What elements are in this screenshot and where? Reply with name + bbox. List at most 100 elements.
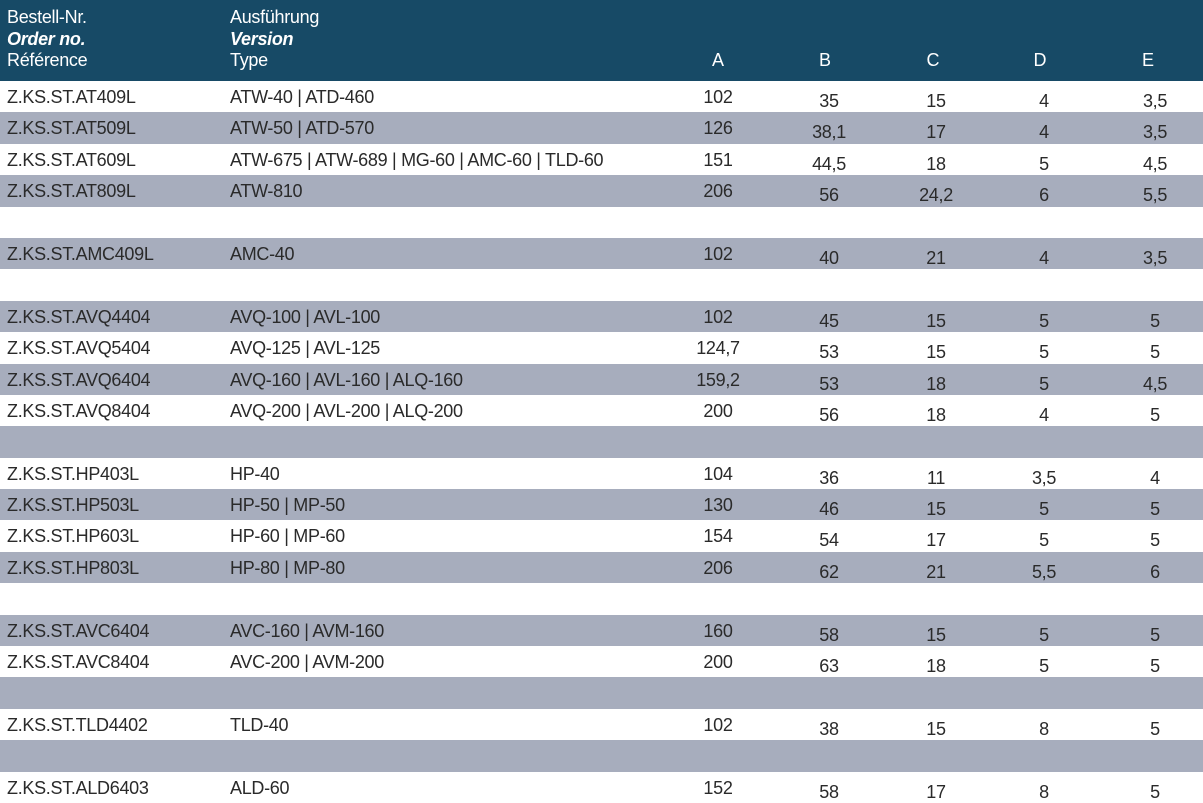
col-a-cell: 102	[703, 306, 733, 327]
spacer-row	[0, 207, 1203, 238]
version-cell: AMC-40	[230, 243, 295, 264]
col-d-cell: 5	[1039, 499, 1049, 520]
col-e-cell: 5	[1150, 342, 1160, 363]
col-d-cell: 4	[1039, 122, 1049, 143]
table-row: Z.KS.ST.AT409L ATW-40 | ATD-460 102 35 15 4 3,…	[0, 81, 1203, 112]
col-b-cell: 36	[819, 467, 839, 488]
col-c-cell: 15	[926, 499, 946, 520]
order-number-cell: Z.KS.ST.AT609L	[7, 149, 136, 170]
col-e-cell: 5	[1150, 310, 1160, 331]
order-number-cell: Z.KS.ST.HP503L	[7, 495, 139, 516]
table-row: Z.KS.ST.AVQ8404 AVQ-200 | AVL-200 | ALQ-2…	[0, 395, 1203, 426]
col-e-cell: 5	[1150, 530, 1160, 551]
col-e-cell: 5	[1150, 781, 1160, 802]
col-e-cell: 5	[1150, 718, 1160, 739]
col-d-cell: 5	[1039, 373, 1049, 394]
col-a-cell: 206	[703, 557, 733, 578]
col-e-cell: 4	[1150, 467, 1160, 488]
order-number-cell: Z.KS.ST.AVQ6404	[7, 369, 151, 390]
col-a-cell: 102	[703, 87, 733, 107]
order-number-cell: Z.KS.ST.AT509L	[7, 118, 136, 139]
col-e-cell: 4,5	[1142, 373, 1168, 394]
col-c-cell: 18	[926, 373, 946, 394]
col-a-cell: 124,7	[696, 338, 740, 359]
col-e-cell: 3,5	[1142, 91, 1168, 111]
header-version-fr: Type	[230, 50, 268, 70]
col-c-cell: 15	[926, 624, 946, 645]
col-c-cell: 17	[926, 122, 946, 143]
version-cell: HP-40	[230, 463, 280, 484]
table-row: Z.KS.ST.AVC8404 AVC-200 | AVM-200 200 63 18 5…	[0, 646, 1203, 677]
col-a-cell: 102	[703, 243, 733, 264]
col-c-cell: 17	[926, 530, 946, 551]
col-a-cell: 206	[703, 181, 733, 202]
header-order-number: Bestell-Nr. Order no. Référence	[7, 7, 88, 72]
col-a-cell: 200	[703, 652, 733, 673]
header-order-en: Order no.	[7, 28, 86, 49]
table-row: Z.KS.ST.TLD4402 TLD-40 102 38 15 8 5	[0, 709, 1203, 740]
order-number-cell: Z.KS.ST.ALD6403	[7, 777, 149, 798]
spacer-row	[0, 426, 1203, 458]
table-body: Z.KS.ST.AT409L ATW-40 | ATD-460 102 35 15 4 3,…	[0, 81, 1203, 803]
col-c-cell: 15	[926, 342, 946, 363]
order-number-cell: Z.KS.ST.AVC6404	[7, 620, 150, 641]
col-b-cell: 58	[819, 781, 839, 802]
table-row: Z.KS.ST.HP403L HP-40 104 36 11 3,5 4	[0, 458, 1203, 489]
version-cell: HP-50 | MP-50	[230, 495, 345, 516]
col-e-cell: 5	[1150, 624, 1160, 645]
col-d-cell: 3,5	[1031, 467, 1057, 488]
col-a-cell: 152	[703, 777, 733, 798]
col-d-cell: 6	[1039, 185, 1049, 206]
order-number-cell: Z.KS.ST.AVC8404	[7, 652, 150, 673]
col-c-cell: 24,2	[919, 185, 953, 206]
table-row: Z.KS.ST.AVC6404 AVC-160 | AVM-160 160 58 15 5…	[0, 614, 1203, 647]
col-e-cell: 4,5	[1142, 153, 1168, 174]
version-cell: AVC-160 | AVM-160	[230, 620, 384, 641]
col-b-cell: 35	[819, 91, 839, 111]
col-c-cell: 11	[926, 467, 946, 488]
col-c-cell: 18	[926, 656, 946, 677]
header-version: Ausführung Version Type	[230, 7, 319, 72]
col-b-cell: 40	[819, 247, 839, 268]
version-cell: HP-80 | MP-80	[230, 557, 345, 578]
table-row: Z.KS.ST.AVQ6404 AVQ-160 | AVL-160 | ALQ-1…	[0, 363, 1203, 395]
col-d-cell: 4	[1039, 404, 1049, 425]
version-cell: ATW-810	[230, 181, 303, 202]
table-row: Z.KS.ST.AVQ5404 AVQ-125 | AVL-125 124,7 53 1…	[0, 332, 1203, 363]
col-a-cell: 102	[703, 714, 733, 735]
header-version-en: Version	[230, 28, 294, 49]
col-c-cell: 15	[926, 91, 946, 111]
table-row: Z.KS.ST.HP603L HP-60 | MP-60 154 54 17 5 5	[0, 520, 1203, 551]
col-d-cell: 5,5	[1031, 561, 1057, 582]
version-cell: AVQ-200 | AVL-200 | ALQ-200	[230, 400, 463, 421]
col-e-cell: 5	[1150, 499, 1160, 520]
order-number-cell: Z.KS.ST.HP403L	[7, 463, 139, 484]
col-a-cell: 126	[703, 118, 733, 139]
header-order-fr: Référence	[7, 50, 88, 70]
version-cell: AVQ-125 | AVL-125	[230, 338, 381, 359]
col-d-cell: 4	[1039, 247, 1049, 268]
col-d-cell: 8	[1039, 781, 1049, 802]
version-cell: HP-60 | MP-60	[230, 526, 345, 547]
col-a-cell: 154	[703, 526, 733, 547]
col-c-cell: 21	[926, 561, 946, 582]
header-version-de: Ausführung	[230, 7, 320, 27]
table-row: Z.KS.ST.AT509L ATW-50 | ATD-570 126 38,1 17 4…	[0, 112, 1203, 144]
col-c-cell: 18	[926, 153, 946, 174]
col-b-cell: 38	[819, 718, 839, 739]
col-a-cell: 200	[703, 400, 733, 421]
order-number-cell: Z.KS.ST.AVQ5404	[7, 338, 151, 359]
col-e-cell: 3,5	[1142, 247, 1168, 268]
col-e-cell: 6	[1150, 561, 1160, 582]
col-a-cell: 151	[703, 149, 733, 170]
table-row: Z.KS.ST.AVQ4404 AVQ-100 | AVL-100 102 45 15 5…	[0, 300, 1203, 333]
col-a-cell: 104	[703, 463, 733, 484]
col-a-cell: 130	[703, 495, 733, 516]
col-e-cell: 5	[1150, 656, 1160, 677]
order-number-cell: Z.KS.ST.AMC409L	[7, 243, 154, 264]
col-b-cell: 58	[819, 624, 839, 645]
table-row: Z.KS.ST.AT809L ATW-810 206 56 24,2 6 5,5	[0, 175, 1203, 207]
col-d-cell: 8	[1039, 718, 1049, 739]
col-d-cell: 5	[1039, 530, 1049, 551]
